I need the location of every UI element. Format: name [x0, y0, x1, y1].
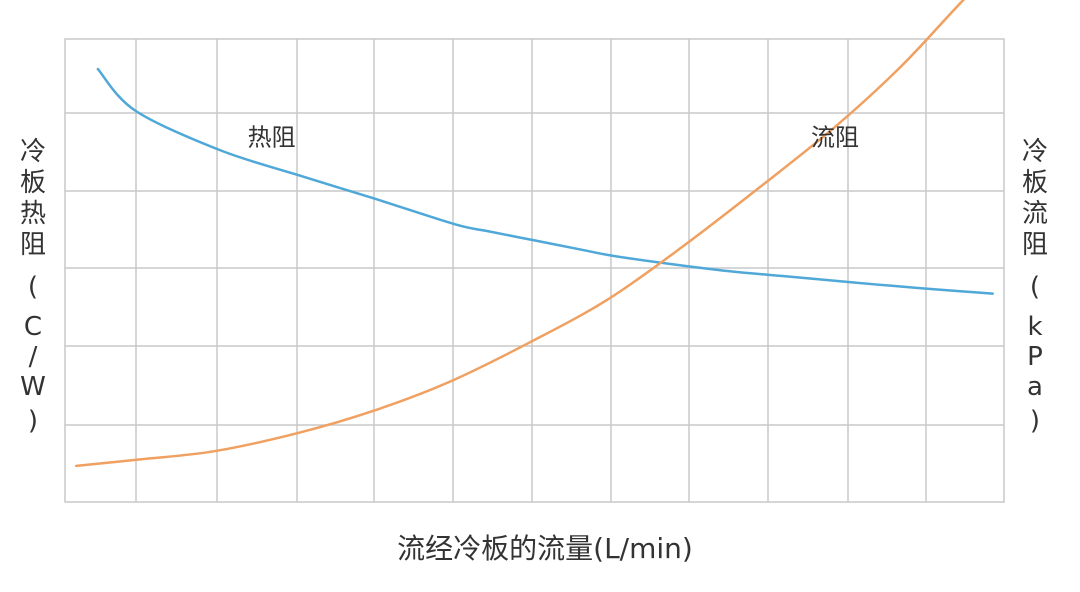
- annotations: 热阻 流阻: [248, 123, 859, 151]
- y-axis-label-right-char: 阻: [1022, 230, 1048, 260]
- y-axis-label-right-char: 流: [1022, 199, 1048, 229]
- x-axis-label: 流经冷板的流量(L/min): [397, 532, 693, 565]
- y-axis-label-right-char: ): [1030, 406, 1040, 436]
- y-axis-label-left-char: 热: [20, 199, 46, 229]
- y-axis-label-right-char: 冷: [1022, 137, 1048, 167]
- y-axis-label-right-char: (: [1030, 272, 1040, 302]
- y-axis-label-left-char: ): [28, 406, 38, 436]
- y-axis-label-right-char: 板: [1022, 168, 1048, 198]
- series-lines: [75, 0, 994, 468]
- grid: [64, 38, 1005, 503]
- series-annotation-flow-resistance: 流阻: [811, 123, 859, 151]
- plot-frame: [64, 38, 1005, 503]
- series-line-flow-resistance: [75, 0, 966, 468]
- y-axis-label-left-char: W: [20, 372, 46, 402]
- y-axis-label-left-char: 冷: [20, 137, 46, 167]
- series-annotation-thermal-resistance: 热阻: [248, 123, 296, 151]
- series-line-thermal-resistance: [96, 67, 994, 295]
- y-axis-label-left-char: 阻: [20, 230, 46, 260]
- y-axis-label-right-char: k: [1027, 312, 1042, 342]
- y-axis-label-right-char: P: [1027, 342, 1043, 372]
- y-axis-label-right-char: a: [1027, 372, 1043, 402]
- y-axis-label-left-char: /: [29, 342, 38, 372]
- y-axis-label-left-char: 板: [20, 168, 46, 198]
- y-axis-label-left-char: C: [24, 312, 42, 342]
- y-axis-label-left-char: (: [28, 272, 38, 302]
